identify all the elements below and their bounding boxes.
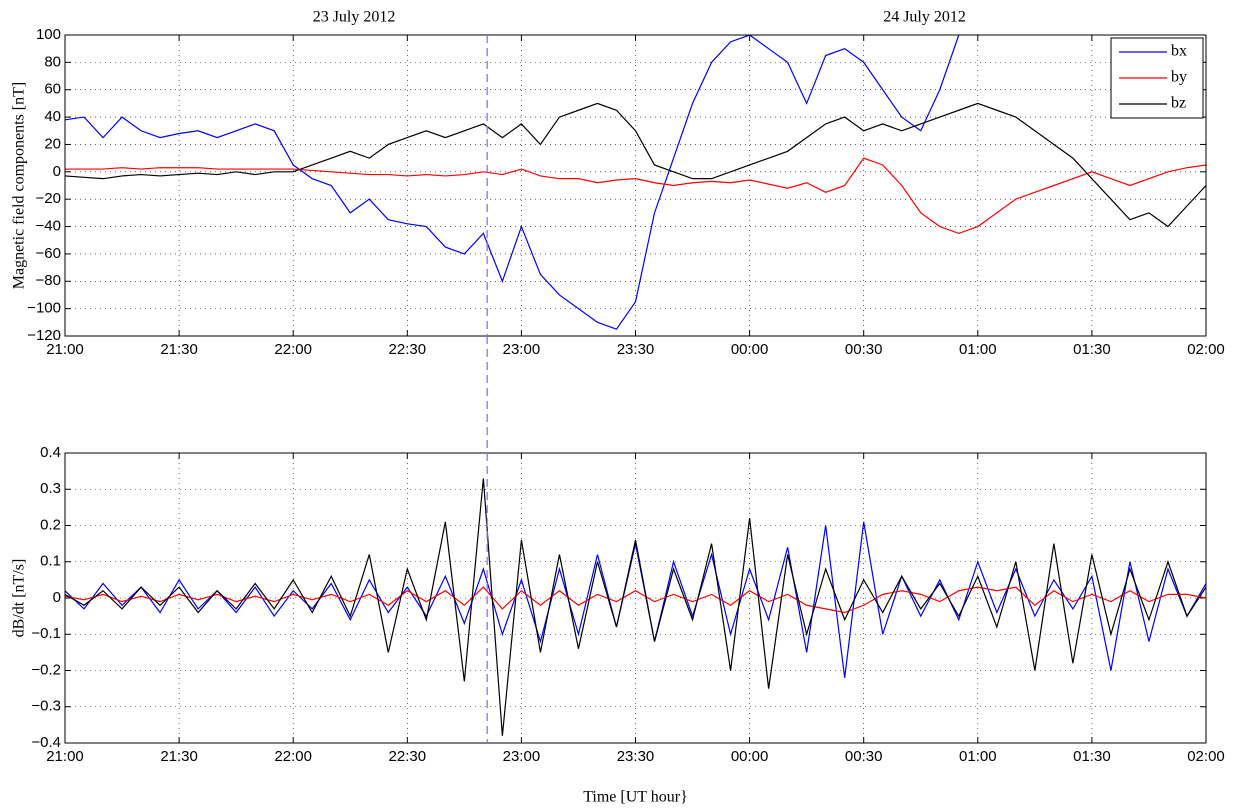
x-tick-label: 23:00: [503, 341, 541, 358]
y-tick-label: 40: [44, 108, 61, 125]
y-tick-label: 60: [44, 81, 61, 98]
x-tick-label: 22:00: [274, 748, 312, 765]
series-line: [65, 35, 960, 330]
x-tick-label: 22:00: [274, 341, 312, 358]
x-tick-label: 02:00: [1187, 748, 1225, 765]
x-tick-label: 22:30: [389, 341, 427, 358]
annotation: 23 July 2012: [313, 9, 396, 26]
y-tick-label: −100: [27, 300, 61, 317]
x-tick-label: 21:30: [160, 748, 198, 765]
series-line: [65, 157, 1206, 235]
series-line: [65, 586, 1206, 614]
x-tick-label: 01:00: [959, 341, 997, 358]
y-tick-label: 80: [44, 53, 61, 70]
x-tick-label: 00:30: [845, 748, 883, 765]
axes-box: [64, 452, 1207, 744]
y-tick-label: 0.3: [40, 480, 61, 497]
plot-area: [65, 478, 1206, 736]
x-tick-label: 21:00: [46, 748, 84, 765]
y-axis-label: Magnetic field components [nT]: [11, 82, 28, 290]
x-tick-label: 23:30: [617, 748, 655, 765]
x-tick-label: 23:30: [617, 341, 655, 358]
y-tick-label: 100: [36, 26, 61, 43]
series-line: [65, 521, 1206, 678]
axes-box: [64, 34, 1207, 337]
x-tick-label: 01:30: [1073, 748, 1111, 765]
x-tick-label: 22:30: [389, 748, 427, 765]
plot-area: [65, 35, 1206, 330]
x-tick-label: 00:30: [845, 341, 883, 358]
x-tick-label: 02:00: [1187, 341, 1225, 358]
y-tick-label: −0.3: [31, 698, 61, 715]
legend-label: by: [1171, 69, 1187, 86]
x-tick-label: 01:00: [959, 748, 997, 765]
y-tick-label: −0.1: [31, 625, 61, 642]
y-tick-label: −120: [27, 327, 61, 344]
y-tick-label: 0.4: [40, 444, 61, 461]
legend-label: bx: [1171, 43, 1187, 60]
y-tick-label: −40: [36, 218, 61, 235]
x-tick-label: 21:30: [160, 341, 198, 358]
x-axis-label: Time [UT hour}: [583, 789, 688, 806]
y-axis-label: dB/dt [nT/s]: [11, 559, 28, 638]
y-tick-label: −60: [36, 245, 61, 262]
annotation: 24 July 2012: [883, 9, 966, 26]
legend-label: bz: [1171, 95, 1186, 112]
y-tick-label: 0: [53, 589, 61, 606]
series-line: [65, 102, 1206, 228]
x-tick-label: 00:00: [731, 748, 769, 765]
y-tick-label: 0.2: [40, 516, 61, 533]
x-tick-label: 21:00: [46, 341, 84, 358]
y-tick-label: −0.4: [31, 734, 61, 751]
x-tick-label: 00:00: [731, 341, 769, 358]
x-tick-label: 01:30: [1073, 341, 1111, 358]
y-tick-label: 0: [53, 163, 61, 180]
y-tick-label: −80: [36, 272, 61, 289]
y-tick-label: 0.1: [40, 553, 61, 570]
y-tick-label: 20: [44, 135, 61, 152]
y-tick-label: −20: [36, 190, 61, 207]
x-tick-label: 23:00: [503, 748, 541, 765]
y-tick-label: −0.2: [31, 661, 61, 678]
series-line: [65, 478, 1206, 736]
